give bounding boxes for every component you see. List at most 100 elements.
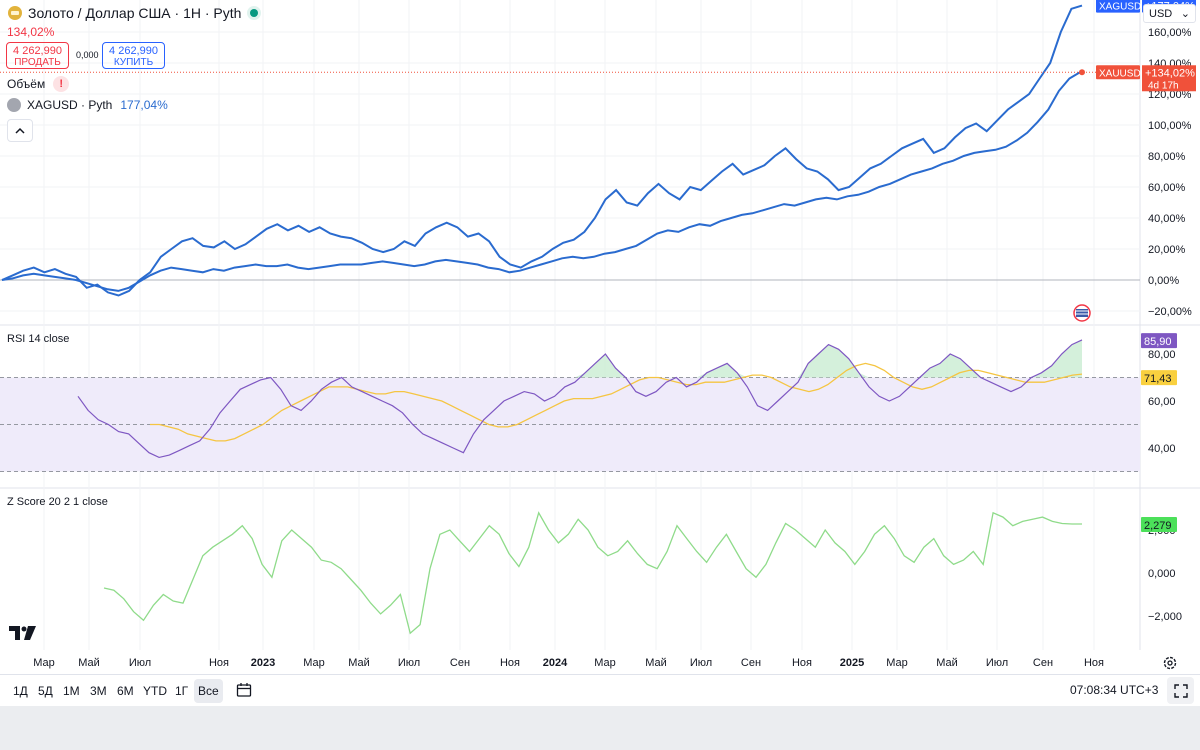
expand-icon: [1173, 683, 1188, 698]
time-tick-label: Мар: [594, 657, 616, 669]
range-button[interactable]: 1Г: [175, 684, 189, 698]
price-tick-label: 40,00%: [1148, 213, 1186, 225]
price-pane[interactable]: [0, 4, 1140, 322]
rsi-value-badge-bg: [1141, 333, 1177, 349]
range-button[interactable]: 3М: [90, 684, 107, 698]
time-tick-label: Сен: [1033, 657, 1053, 669]
zscore-line[interactable]: [103, 511, 1082, 635]
time-tick-label: 2023: [251, 657, 275, 669]
range-button[interactable]: 1М: [63, 684, 80, 698]
price-tick-label: 120,00%: [1148, 89, 1192, 101]
market-open-icon: [247, 6, 262, 20]
buy-label: КУПИТЬ: [113, 57, 154, 68]
gold-bar-icon: [8, 6, 22, 20]
rsi-ma-badge: 71,43: [1144, 373, 1172, 385]
zscore-tick-label: 0,000: [1148, 568, 1176, 580]
price-tick-label: 160,00%: [1148, 27, 1192, 39]
compare-legend[interactable]: XAGUSD · Pyth 177,04%: [7, 98, 168, 112]
rsi-tick-label: 40,00: [1148, 443, 1176, 455]
volume-label: Объём: [7, 77, 46, 91]
axis-labels: 160,00%140,00%120,00%100,00%80,00%60,00%…: [33, 27, 1192, 669]
time-tick-label: Сен: [450, 657, 470, 669]
grid-lines: [0, 0, 1200, 650]
time-tick-label: Июл: [129, 657, 151, 669]
xauusd-last-point: [1079, 69, 1085, 76]
price-tick-label: 100,00%: [1148, 120, 1192, 132]
currency-value: USD: [1149, 7, 1173, 20]
collapse-legend-button[interactable]: [7, 119, 33, 142]
symbol-title[interactable]: Золото / Доллар США · 1H · Pyth: [28, 5, 242, 21]
range-button[interactable]: 6М: [117, 684, 134, 698]
economic-event-flag-icon[interactable]: [1073, 304, 1091, 322]
change-percent: 134,02%: [7, 25, 55, 39]
chevron-down-icon: ⌄: [1180, 8, 1190, 20]
rsi-value-badge: 85,90: [1144, 336, 1172, 348]
price-tick-label: 80,00%: [1148, 151, 1186, 163]
sell-button[interactable]: 4 262,990 ПРОДАТЬ: [6, 42, 69, 69]
rsi-pane[interactable]: [0, 339, 1140, 472]
go-to-date-icon[interactable]: [236, 682, 252, 698]
rsi-ma-line[interactable]: [150, 362, 1083, 442]
zscore-value-badge-bg: [1141, 517, 1177, 533]
xauusd-tag: XAUUSD: [1099, 68, 1141, 79]
rsi-label[interactable]: RSI 14 close: [7, 333, 70, 345]
buy-button[interactable]: 4 262,990 КУПИТЬ: [102, 42, 165, 69]
rsi-line[interactable]: [77, 339, 1083, 459]
rsi-tick-label: 60,00: [1148, 396, 1176, 408]
symbol-legend[interactable]: Золото / Доллар США · 1H · Pyth: [8, 5, 262, 21]
page-footer: [0, 706, 1200, 750]
time-tick-label: Ноя: [500, 657, 520, 669]
time-tick-label: Май: [645, 657, 667, 669]
volume-legend[interactable]: Объём !: [7, 76, 70, 92]
rsi-overbought-fill: [78, 339, 1082, 378]
rsi-tick-label: 80,00: [1148, 349, 1176, 361]
range-button[interactable]: Все: [194, 679, 223, 703]
time-tick-label: Ноя: [792, 657, 812, 669]
tradingview-logo-icon: [9, 626, 36, 640]
time-tick-label: Июл: [986, 657, 1008, 669]
xauusd-tag-bg: [1096, 65, 1140, 80]
fullscreen-button[interactable]: [1167, 677, 1194, 704]
chevron-up-icon: [15, 127, 25, 134]
time-tick-label: Мар: [886, 657, 908, 669]
zscore-label[interactable]: Z Score 20 2 1 close: [7, 496, 108, 508]
range-button[interactable]: YTD: [143, 684, 167, 698]
time-tick-label: Мар: [303, 657, 325, 669]
time-tick-label: Ноя: [209, 657, 229, 669]
time-tick-label: Ноя: [1084, 657, 1104, 669]
sell-label: ПРОДАТЬ: [14, 57, 61, 68]
xagusd-tag-bg: [1096, 0, 1140, 13]
price-tick-label: 0,00%: [1148, 275, 1179, 287]
silver-symbol-icon: [7, 98, 21, 112]
time-tick-label: Сен: [741, 657, 761, 669]
range-button[interactable]: 5Д: [38, 684, 53, 698]
rsi-ma-badge-bg: [1141, 370, 1177, 386]
compare-percent: 177,04%: [120, 98, 168, 112]
xauusd-value-badge: +134,02%: [1145, 67, 1195, 79]
price-tick-label: 60,00%: [1148, 182, 1186, 194]
time-tick-label: Май: [78, 657, 100, 669]
sell-price: 4 262,990: [13, 45, 62, 57]
time-tick-label: 2025: [840, 657, 864, 669]
xagusd-tag: XAGUSD: [1099, 2, 1141, 13]
zscore-pane[interactable]: [103, 511, 1082, 635]
spread-value: 0,000: [76, 50, 99, 60]
zscore-value-badge: 2,279: [1144, 520, 1172, 532]
zscore-tick-label: −2,000: [1148, 611, 1182, 623]
chart-canvas[interactable]: 160,00%140,00%120,00%100,00%80,00%60,00%…: [0, 0, 1200, 706]
settings-gear-icon[interactable]: [1162, 655, 1178, 671]
time-tick-label: Май: [348, 657, 370, 669]
xauusd-series-line[interactable]: [1, 71, 1081, 292]
compare-symbol: XAGUSD · Pyth: [27, 98, 113, 112]
utc-clock[interactable]: 07:08:34 UTC+3: [1070, 683, 1159, 697]
buy-price: 4 262,990: [109, 45, 158, 57]
time-tick-label: Июл: [690, 657, 712, 669]
range-button[interactable]: 1Д: [13, 684, 28, 698]
warning-icon[interactable]: !: [53, 76, 70, 92]
tradingview-logo[interactable]: [9, 625, 37, 645]
xagusd-series-line[interactable]: [1, 4, 1083, 297]
price-tick-label: 20,00%: [1148, 244, 1186, 256]
time-tick-label: Июл: [398, 657, 420, 669]
time-tick-label: 2024: [543, 657, 568, 669]
currency-select[interactable]: USD ⌄: [1143, 4, 1196, 23]
